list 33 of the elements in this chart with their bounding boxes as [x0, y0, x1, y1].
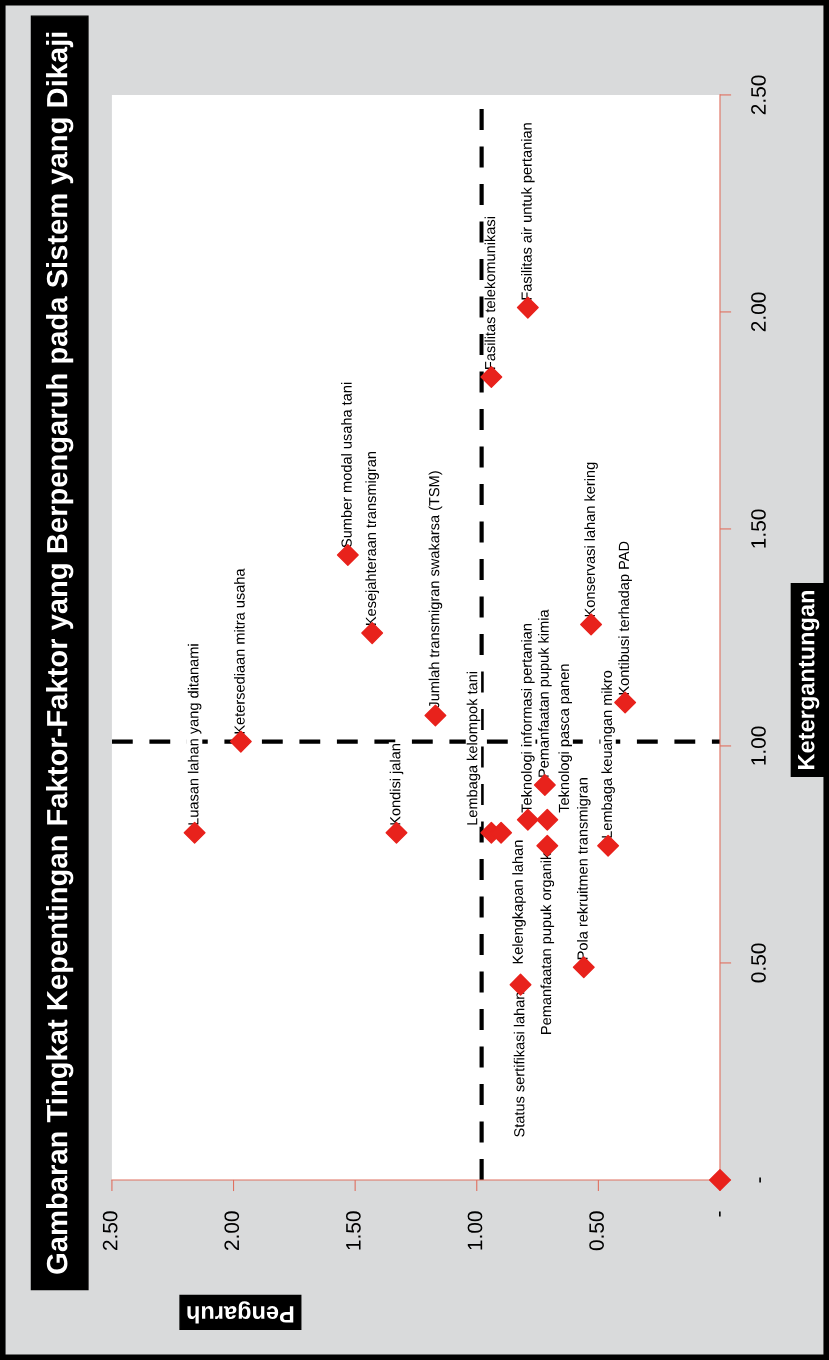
annotation: Kontibusi terhadap PAD: [618, 541, 632, 695]
annotation: Lembaga keuangan mikro: [601, 670, 615, 838]
text: Gambaran Tingkat Kepentingan Faktor-Faktor yang Berpengaruh pada Sistem yang Dikaji: [46, 32, 74, 1274]
annotation: Pemanfaatan pupuk organik: [540, 852, 555, 1034]
y-tick-label: 1.00: [751, 726, 766, 765]
annotation: Ketersediaan mitra usaha: [234, 568, 245, 734]
x-tick-label: 2.50: [102, 1211, 118, 1250]
annotation: Kelengkapan lahan: [512, 840, 526, 964]
annotation: Konservasi lahan kering: [584, 462, 598, 617]
annotation: Jumlah transmigran swakarsa (TSM): [428, 471, 443, 709]
annotation: Sumber modal usaha tani: [341, 382, 352, 548]
annotation: Pola rekruitmen transmigran: [576, 778, 591, 960]
x-tick-label: 1.50: [345, 1211, 361, 1250]
point: [708, 1168, 731, 1191]
x-tick-label: -: [719, 1211, 721, 1217]
annotation: Teknologi pasca panen: [558, 664, 572, 813]
annotation: Fasilitas telekomunikasi: [484, 217, 496, 369]
annotation: Pemanfaatan pupuk kimia: [538, 609, 552, 777]
x-tick-label: 2.00: [224, 1211, 240, 1250]
x-tick-label: 0.50: [589, 1211, 604, 1251]
point: [536, 808, 559, 831]
y-tick-label: 0.50: [751, 943, 766, 983]
annotation: Kesejahteraan transmigran: [365, 451, 379, 625]
x-tick-label: 1.00: [467, 1211, 483, 1250]
x-axis-title: Pengaruh: [187, 1301, 294, 1324]
y-tick-label: 2.50: [751, 75, 766, 115]
y-tick-label: 1.50: [751, 509, 766, 548]
y-axis-title: Ketergantungan: [798, 590, 820, 769]
y-tick-label: -: [759, 1177, 761, 1183]
annotation: Fasilitas air untuk pertanian: [521, 123, 535, 300]
annotation: Teknologi informasi pertanian: [521, 624, 535, 813]
annotation: Lembaga kelompok tani: [466, 671, 481, 825]
y-tick-label: 2.00: [751, 292, 766, 332]
